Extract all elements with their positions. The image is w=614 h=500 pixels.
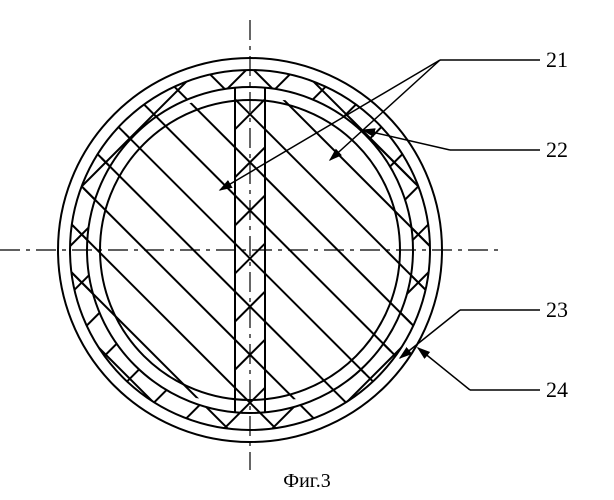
hatch-region-rib bbox=[0, 0, 614, 470]
label-group: 21 22 23 24 bbox=[546, 47, 568, 402]
figure-caption: Фиг.3 bbox=[0, 470, 614, 493]
hatch-region-ring bbox=[0, 0, 614, 470]
cross-section-figure: 21 22 23 24 bbox=[0, 0, 614, 470]
label-22: 22 bbox=[546, 137, 568, 162]
label-23: 23 bbox=[546, 297, 568, 322]
hatch-region-inner-right bbox=[0, 0, 614, 470]
label-21: 21 bbox=[546, 47, 568, 72]
hatch-region-inner-left bbox=[0, 0, 614, 470]
label-24: 24 bbox=[546, 377, 568, 402]
